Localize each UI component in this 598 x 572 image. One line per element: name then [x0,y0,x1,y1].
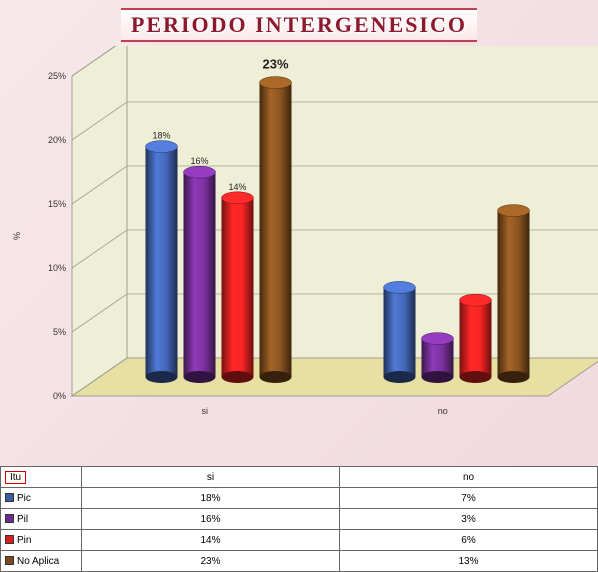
chart-title: PERIODO INTERGENESICO [121,8,477,42]
svg-text:18%: 18% [152,131,170,141]
svg-text:15%: 15% [48,199,66,209]
svg-text:23%: 23% [262,57,288,72]
chart-area: 0% 5% 10% 15% 20% 25%% 18% 16% 14% 23% si no [0,46,598,466]
svg-text:25%: 25% [48,71,66,81]
title-wrap: PERIODO INTERGENESICO [0,0,598,46]
svg-text:0%: 0% [53,391,66,401]
svg-text:16%: 16% [190,156,208,166]
chart-container: PERIODO INTERGENESICO 0% 5% 10% 15% 20% 25%% 1… [0,0,598,572]
svg-text:10%: 10% [48,263,66,273]
svg-text:si: si [202,406,209,416]
svg-text:20%: 20% [48,135,66,145]
svg-text:14%: 14% [228,182,246,192]
chart-svg: 0% 5% 10% 15% 20% 25%% 18% 16% 14% 23% si no [0,46,598,466]
svg-text:no: no [438,406,448,416]
svg-text:%: % [12,232,22,240]
data-table: ItusinoPic18%7%Pil16%3%Pin14%6%No Aplica… [0,466,598,572]
svg-text:5%: 5% [53,327,66,337]
